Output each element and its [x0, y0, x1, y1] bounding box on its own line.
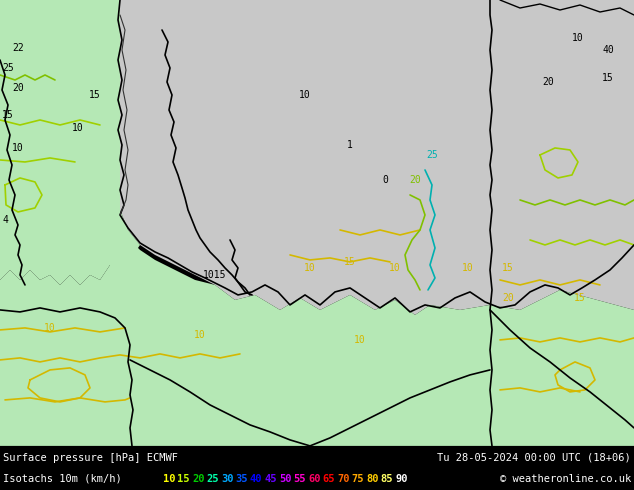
- Text: 10: 10: [163, 474, 176, 484]
- Text: 40: 40: [250, 474, 262, 484]
- Text: 55: 55: [294, 474, 306, 484]
- Text: 10: 10: [194, 330, 206, 340]
- Polygon shape: [120, 0, 634, 315]
- Text: 35: 35: [235, 474, 248, 484]
- Text: 1: 1: [347, 140, 353, 150]
- Text: 15: 15: [574, 293, 586, 303]
- Polygon shape: [0, 0, 140, 285]
- Text: 85: 85: [380, 474, 393, 484]
- Text: 15: 15: [2, 110, 14, 120]
- Text: Surface pressure [hPa] ECMWF: Surface pressure [hPa] ECMWF: [3, 453, 178, 463]
- Text: 10: 10: [354, 335, 366, 345]
- Text: 10: 10: [462, 263, 474, 273]
- Text: 4: 4: [2, 215, 8, 225]
- Text: 80: 80: [366, 474, 378, 484]
- Text: 45: 45: [264, 474, 277, 484]
- Text: 1015: 1015: [204, 270, 227, 280]
- Text: 50: 50: [279, 474, 292, 484]
- Text: Isotachs 10m (km/h): Isotachs 10m (km/h): [3, 474, 122, 484]
- Text: 10: 10: [299, 90, 311, 100]
- Text: 65: 65: [323, 474, 335, 484]
- Text: 10: 10: [389, 263, 401, 273]
- Text: 60: 60: [308, 474, 321, 484]
- Text: 15: 15: [602, 73, 614, 83]
- Text: 10: 10: [12, 143, 24, 153]
- Text: 15: 15: [178, 474, 190, 484]
- Text: 25: 25: [207, 474, 219, 484]
- Text: 22: 22: [12, 43, 24, 53]
- Text: 30: 30: [221, 474, 233, 484]
- Text: 20: 20: [409, 175, 421, 185]
- Text: Tu 28-05-2024 00:00 UTC (18+06): Tu 28-05-2024 00:00 UTC (18+06): [437, 453, 631, 463]
- Text: 10: 10: [572, 33, 584, 43]
- Text: 25: 25: [2, 63, 14, 73]
- Text: 10: 10: [44, 323, 56, 333]
- Text: 20: 20: [502, 293, 514, 303]
- Text: 15: 15: [502, 263, 514, 273]
- Text: 70: 70: [337, 474, 349, 484]
- Text: 15: 15: [89, 90, 101, 100]
- Text: 90: 90: [395, 474, 408, 484]
- Text: 10: 10: [304, 263, 316, 273]
- Text: 40: 40: [602, 45, 614, 55]
- Text: 25: 25: [426, 150, 438, 160]
- Text: 20: 20: [12, 83, 24, 93]
- Text: 15: 15: [344, 257, 356, 267]
- Text: 75: 75: [351, 474, 364, 484]
- Polygon shape: [0, 200, 634, 446]
- Text: 20: 20: [542, 77, 554, 87]
- Text: © weatheronline.co.uk: © weatheronline.co.uk: [500, 474, 631, 484]
- Text: 10: 10: [72, 123, 84, 133]
- Text: 20: 20: [192, 474, 205, 484]
- Text: 0: 0: [382, 175, 388, 185]
